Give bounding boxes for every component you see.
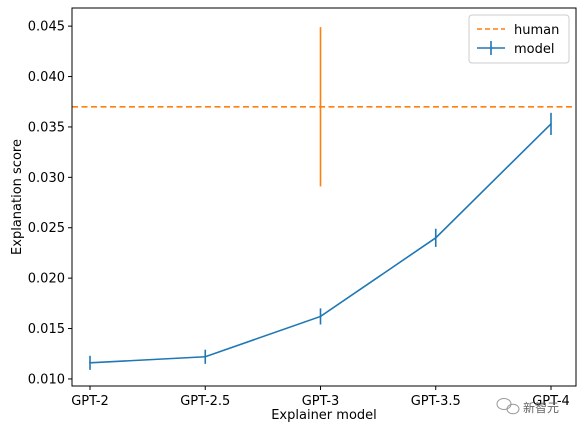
x-axis-label: Explainer model <box>271 408 377 423</box>
y-tick-label: 0.015 <box>28 322 65 337</box>
model-point <box>89 362 91 364</box>
x-tick-label: GPT-3.5 <box>411 394 461 409</box>
y-tick-label: 0.010 <box>28 372 65 387</box>
y-tick-label: 0.030 <box>28 171 65 186</box>
model-point <box>550 123 552 125</box>
x-tick-label: GPT-3 <box>302 394 340 409</box>
y-tick-label: 0.045 <box>28 20 65 35</box>
watermark: 新智元 <box>496 398 559 415</box>
legend-model-label: model <box>514 42 554 57</box>
y-tick-label: 0.040 <box>28 70 65 85</box>
x-tick-label: GPT-2.5 <box>180 394 230 409</box>
y-tick-label: 0.035 <box>28 120 65 135</box>
y-tick-label: 0.025 <box>28 221 65 236</box>
plot-area <box>72 27 576 370</box>
watermark-text: 新智元 <box>523 400 559 415</box>
model-point <box>204 355 207 358</box>
legend-box <box>468 14 570 64</box>
legend: human model <box>468 14 570 64</box>
wechat-logo-icon <box>496 398 520 415</box>
y-axis-label: Explanation score <box>10 139 25 255</box>
x-tick-label: GPT-2 <box>71 394 109 409</box>
model-point <box>319 315 322 318</box>
legend-human-label: human <box>514 23 559 38</box>
axes-frame <box>71 7 577 387</box>
y-tick-label: 0.020 <box>28 272 65 287</box>
model-point <box>434 237 437 239</box>
x-tick-label: GPT-4 <box>532 394 570 409</box>
axis-ticks: 0.010 0.015 0.020 0.025 0.030 0.035 0.040 0.045… <box>28 20 570 409</box>
